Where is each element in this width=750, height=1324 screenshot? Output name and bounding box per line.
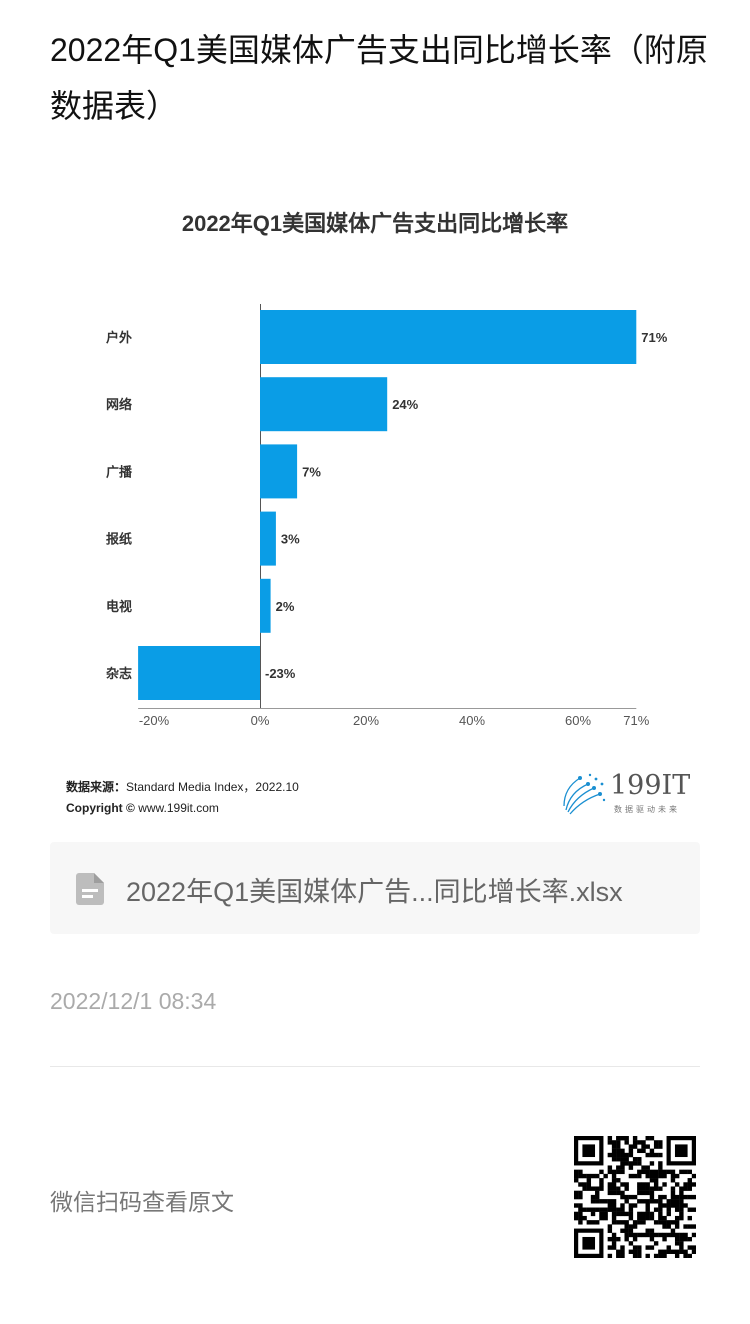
logo-mark-icon bbox=[563, 773, 606, 815]
category-label: 电视 bbox=[106, 599, 132, 614]
data-label: 2% bbox=[276, 599, 295, 614]
data-label: 3% bbox=[281, 532, 300, 547]
chart-title: 2022年Q1美国媒体广告支出同比增长率 bbox=[181, 211, 569, 236]
logo-subtext: 数据驱动未来 bbox=[614, 805, 680, 814]
qr-code-icon[interactable] bbox=[574, 1136, 696, 1258]
copyright-label: Copyright © bbox=[66, 801, 135, 815]
x-tick-label: 71% bbox=[623, 713, 649, 728]
copyright-text: www.199it.com bbox=[138, 801, 219, 815]
logo-text: 199IT bbox=[610, 770, 691, 801]
category-label: 广播 bbox=[106, 464, 133, 479]
file-icon bbox=[76, 873, 104, 905]
category-label: 杂志 bbox=[106, 666, 132, 681]
category-label: 户外 bbox=[106, 330, 132, 345]
data-label: 71% bbox=[641, 330, 667, 345]
scan-hint: 微信扫码查看原文 bbox=[50, 1189, 234, 1215]
data-source: 数据来源：Standard Media Index，2022.10 Copyri… bbox=[66, 777, 299, 819]
data-label: -23% bbox=[265, 666, 296, 681]
bar-1 bbox=[260, 310, 637, 364]
publish-date: 2022/12/1 08:34 bbox=[50, 988, 217, 1014]
page-title: 2022年Q1美国媒体广告支出同比增长率（附原数据表） bbox=[50, 32, 708, 124]
category-label: 报纸 bbox=[106, 532, 132, 547]
file-name: 2022年Q1美国媒体广告...同比增长率.xlsx bbox=[126, 877, 623, 907]
bar-chart: 户外 71% 网络 24% 广播 7% 报纸 3% 电视 2% 杂志 -23% -20% 0% 20% 40%… bbox=[106, 304, 668, 728]
divider bbox=[50, 1066, 700, 1067]
x-tick-label: 40% bbox=[459, 713, 485, 728]
bar-6 bbox=[138, 646, 260, 700]
attachment-card[interactable]: 2022年Q1美国媒体广告...同比增长率.xlsx bbox=[50, 842, 700, 934]
bar-4 bbox=[260, 511, 276, 566]
x-tick-label: 0% bbox=[251, 713, 270, 728]
x-tick-label: 20% bbox=[353, 713, 379, 728]
x-tick-label: -20% bbox=[139, 713, 170, 728]
bar-5 bbox=[260, 578, 271, 633]
data-label: 24% bbox=[392, 397, 418, 412]
x-tick-label: 60% bbox=[565, 713, 591, 728]
data-label: 7% bbox=[302, 464, 321, 479]
category-label: 网络 bbox=[106, 397, 132, 412]
source-text: Standard Media Index，2022.10 bbox=[126, 780, 299, 794]
bar-2 bbox=[260, 377, 388, 432]
source-label: 数据来源： bbox=[66, 780, 127, 794]
bar-3 bbox=[260, 444, 298, 499]
brand-logo: 199IT 数据驱动未来 bbox=[560, 770, 700, 816]
